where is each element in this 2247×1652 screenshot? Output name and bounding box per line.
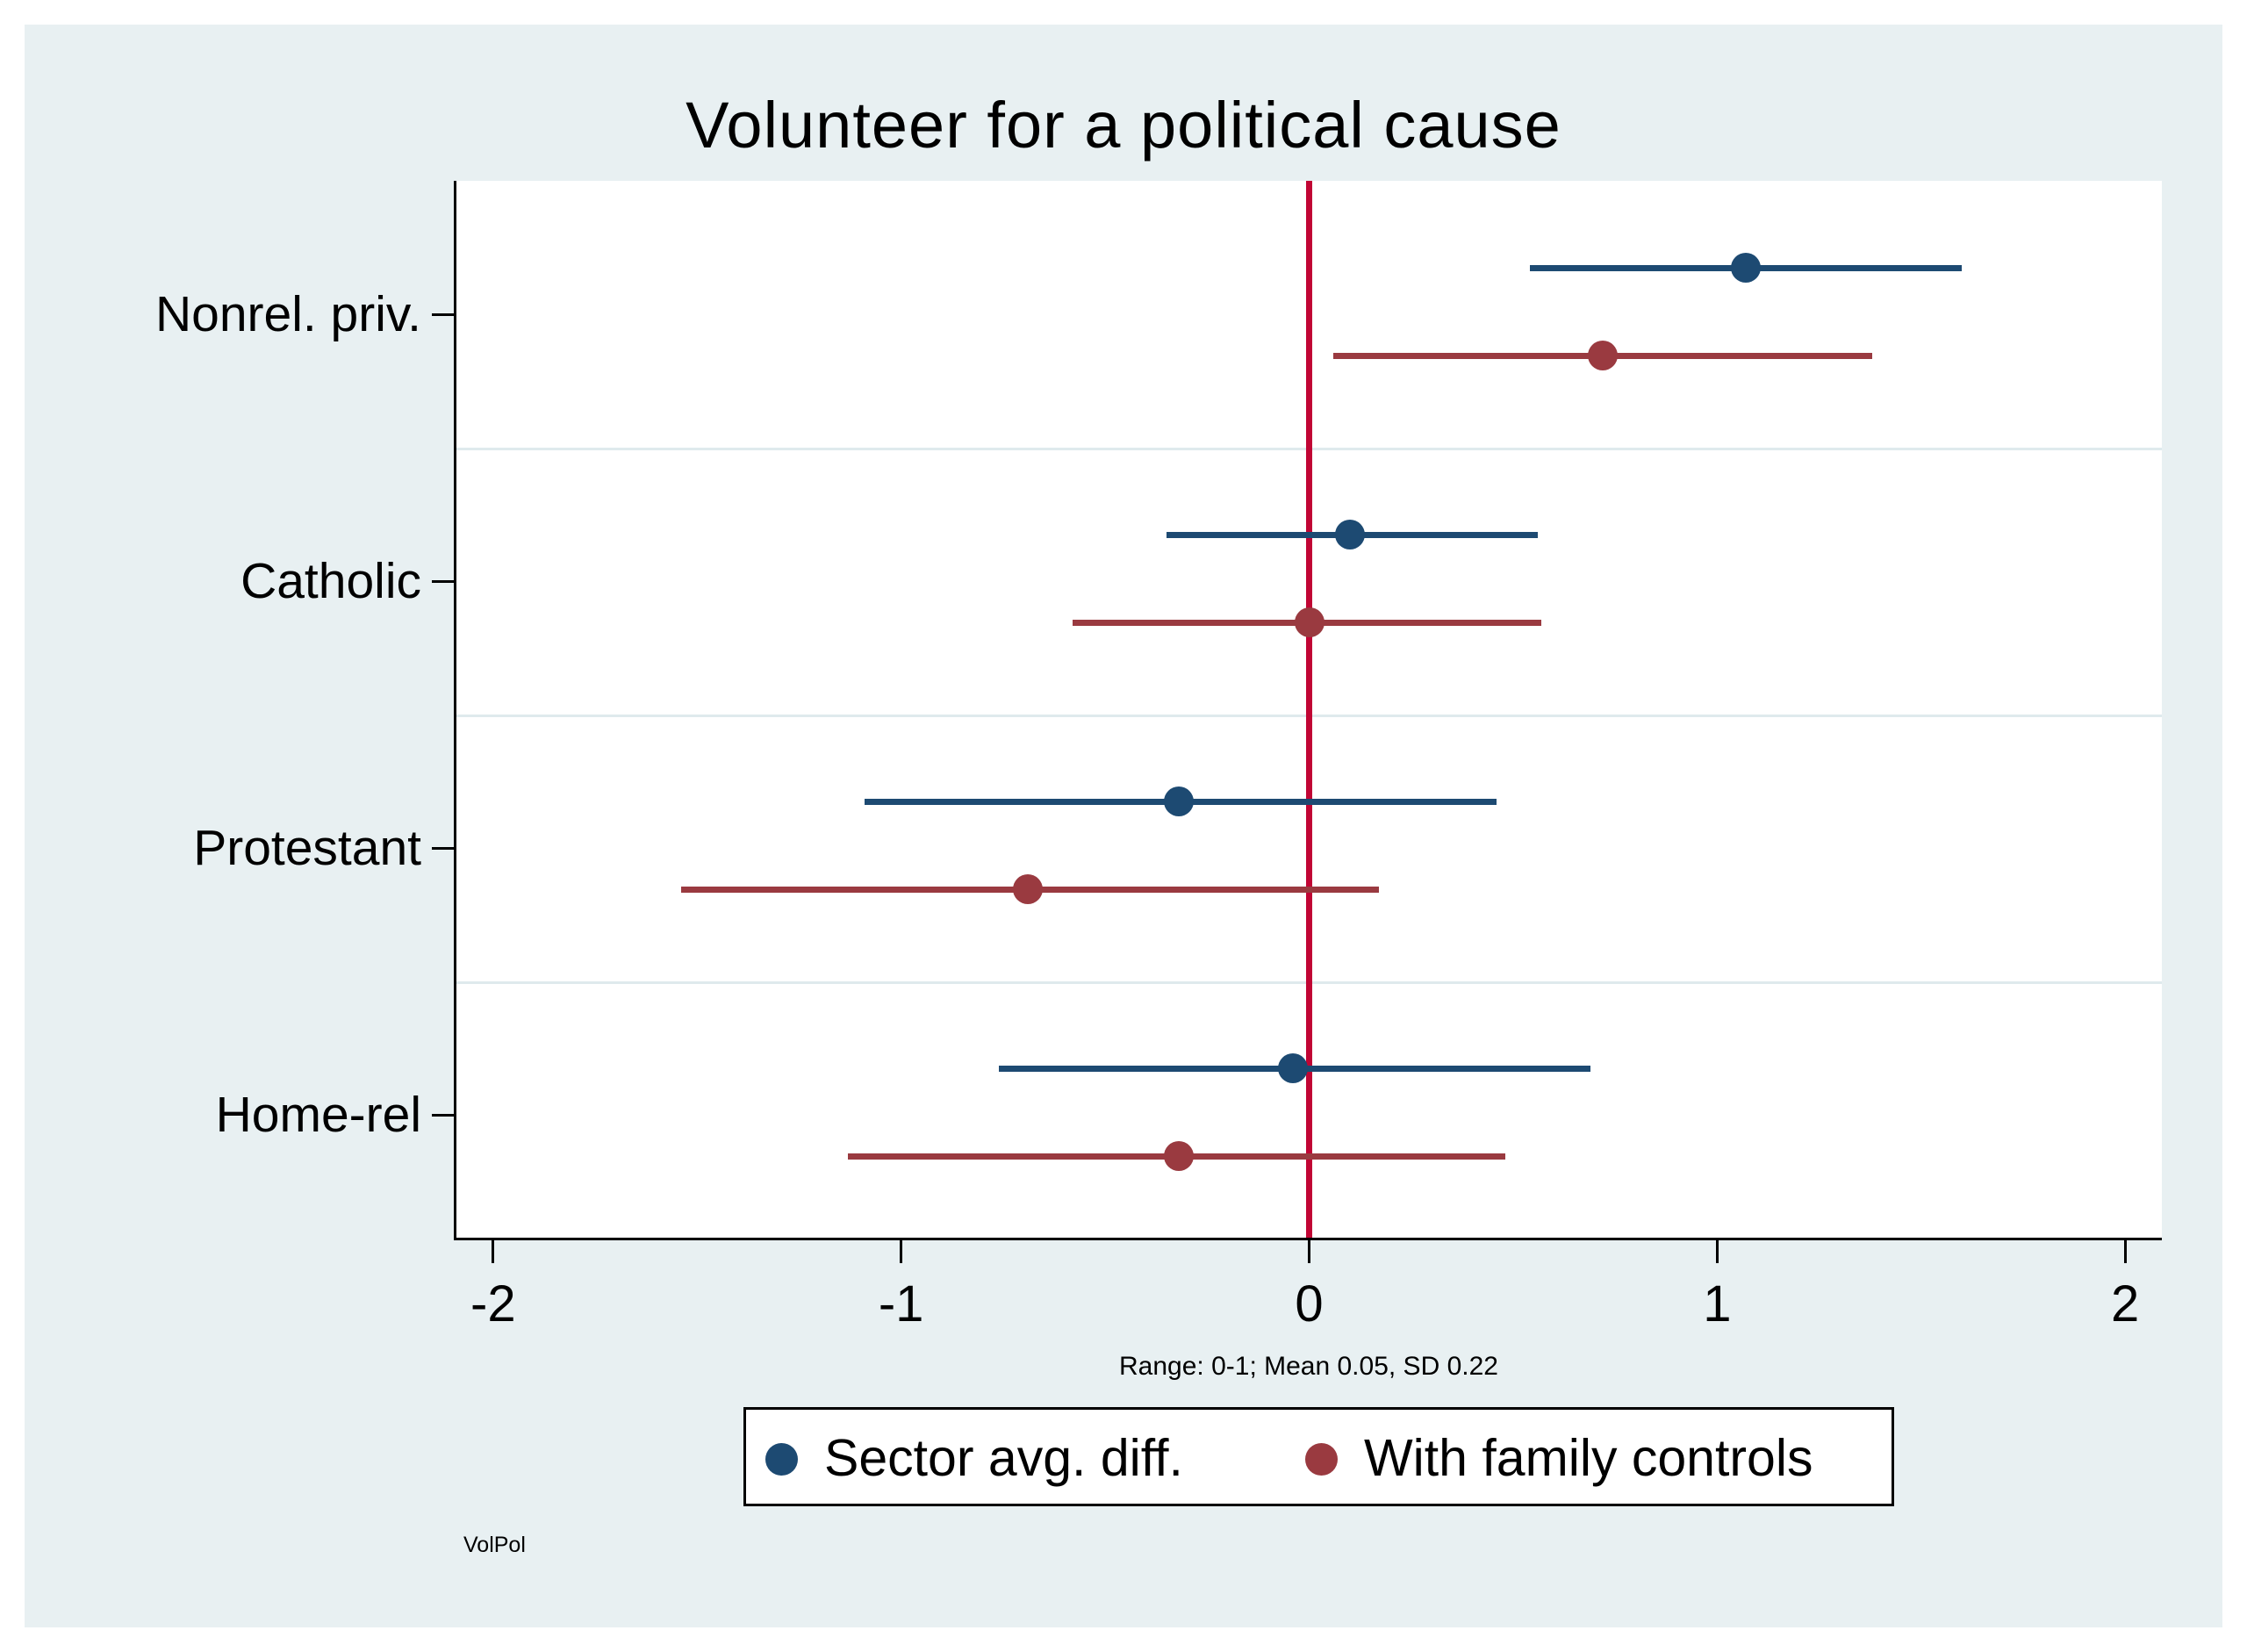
chart-note: Range: 0-1; Mean 0.05, SD 0.22 [1119, 1352, 1498, 1381]
x-axis-tick [900, 1240, 903, 1263]
x-axis-tick [1715, 1240, 1719, 1263]
x-axis-tick [492, 1240, 495, 1263]
estimate-marker-family-controls [1163, 1141, 1194, 1171]
x-axis-tick-label: -1 [878, 1275, 924, 1332]
estimate-marker-family-controls [1588, 341, 1619, 370]
y-axis-tick [432, 1113, 455, 1117]
x-axis-tick-label: -2 [470, 1275, 516, 1332]
estimate-marker-sector-avg [1277, 1053, 1308, 1083]
legend-dot-family-controls [1305, 1443, 1338, 1476]
x-axis-tick-label: 2 [2111, 1275, 2140, 1332]
y-axis-category-label: Protestant [193, 820, 421, 876]
estimate-marker-sector-avg [1163, 786, 1194, 816]
y-axis-category-label: Home-rel [215, 1087, 421, 1143]
legend-label-sector-avg: Sector avg. diff. [824, 1429, 1183, 1487]
estimate-marker-sector-avg [1730, 253, 1761, 283]
legend-dot-sector-avg [765, 1443, 798, 1476]
x-axis-tick [1308, 1240, 1310, 1263]
x-axis-tick-label: 1 [1703, 1275, 1732, 1332]
x-axis-tick [2123, 1240, 2127, 1263]
legend-label-family-controls: With family controls [1364, 1429, 1813, 1487]
y-axis-tick [432, 312, 455, 316]
legend: Sector avg. diff. With family controls [743, 1407, 1894, 1506]
y-axis-tick [432, 846, 455, 850]
y-axis-tick [432, 579, 455, 583]
estimate-marker-sector-avg [1334, 520, 1365, 549]
y-axis-category-label: Nonrel. priv. [154, 286, 421, 342]
watermark-text: VolPol [463, 1533, 526, 1557]
x-axis-tick-label: 0 [1295, 1275, 1324, 1332]
zero-reference-line [1306, 181, 1312, 1238]
y-axis-line [454, 181, 456, 1240]
y-axis-category-label: Catholic [240, 553, 421, 609]
chart-title: Volunteer for a political cause [686, 89, 1561, 162]
estimate-marker-family-controls [1294, 607, 1325, 637]
x-axis-line [454, 1238, 2162, 1240]
estimate-marker-family-controls [1012, 874, 1043, 904]
